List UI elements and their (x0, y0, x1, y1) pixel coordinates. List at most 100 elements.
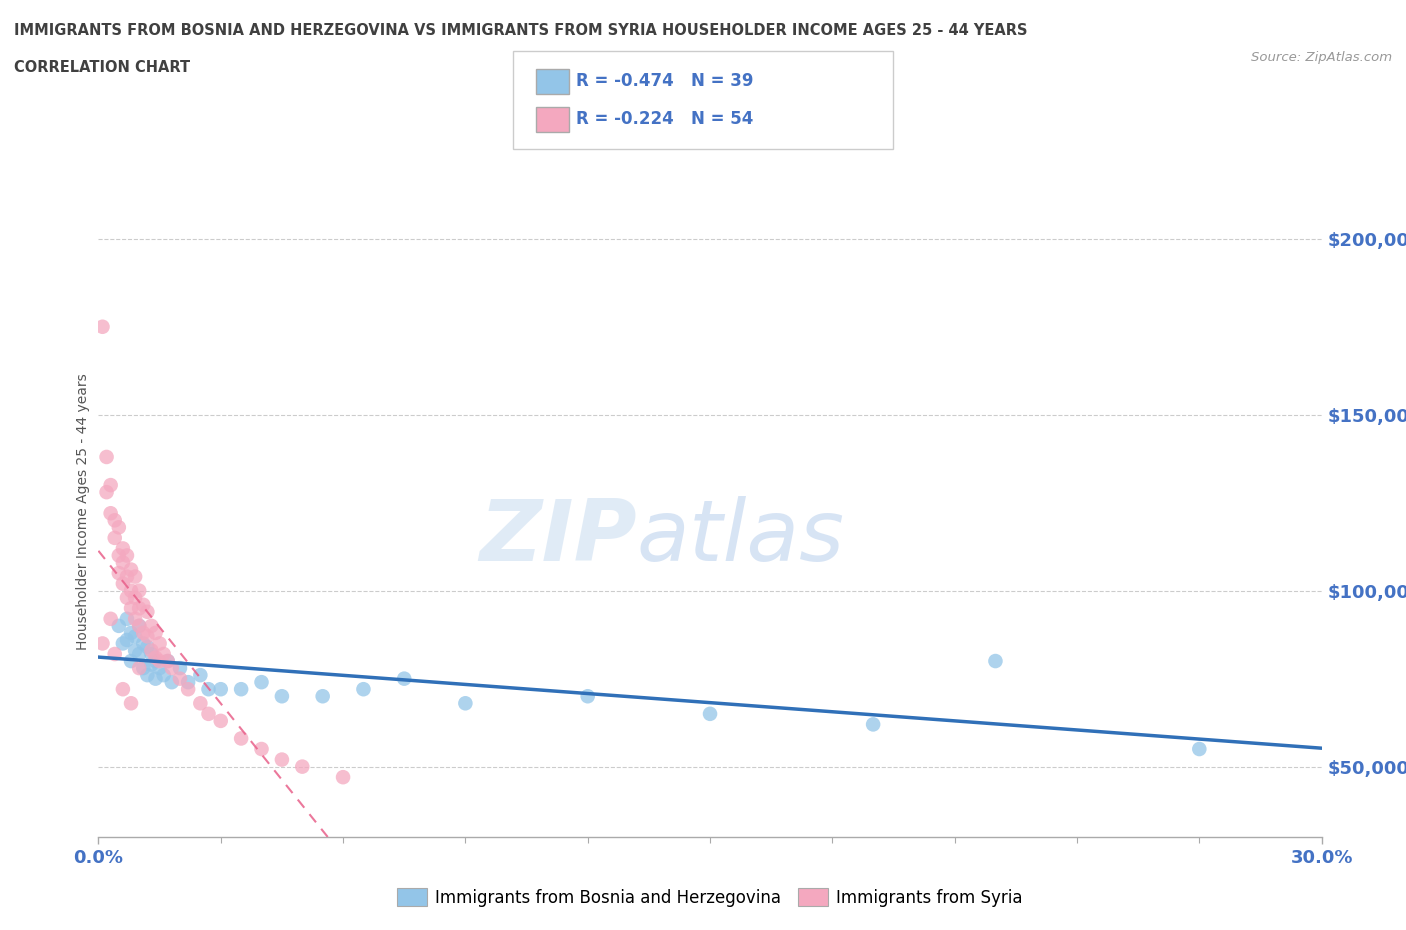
Text: Source: ZipAtlas.com: Source: ZipAtlas.com (1251, 51, 1392, 64)
Point (108, 618, 131, 633)
Point (124, 569, 146, 584)
Point (231, 731, 253, 746)
Point (100, 478, 122, 493)
Point (111, 636, 134, 651)
Point (332, 770, 354, 785)
Point (197, 707, 219, 722)
Point (124, 643, 146, 658)
Point (132, 626, 155, 641)
Point (984, 654, 1007, 669)
Point (177, 682, 200, 697)
Point (392, 671, 416, 686)
Text: R = -0.224   N = 54: R = -0.224 N = 54 (576, 110, 754, 128)
Point (100, 506, 122, 521)
Point (128, 618, 150, 633)
Point (124, 591, 146, 605)
Point (115, 569, 138, 584)
Text: atlas: atlas (637, 496, 845, 579)
Point (120, 626, 142, 641)
Point (115, 548, 138, 563)
Point (96, 485, 118, 499)
Point (115, 611, 138, 626)
Point (128, 583, 150, 598)
Point (250, 675, 273, 690)
Text: CORRELATION CHART: CORRELATION CHART (14, 60, 190, 75)
Point (149, 660, 172, 675)
Point (128, 618, 150, 633)
Point (141, 643, 163, 658)
Point (120, 696, 142, 711)
Point (145, 650, 167, 665)
Text: IMMIGRANTS FROM BOSNIA AND HERZEGOVINA VS IMMIGRANTS FROM SYRIA HOUSEHOLDER INCO: IMMIGRANTS FROM BOSNIA AND HERZEGOVINA V… (14, 23, 1028, 38)
Point (160, 675, 183, 690)
Point (862, 717, 884, 732)
Point (108, 548, 131, 563)
Point (132, 597, 155, 612)
Point (104, 512, 127, 527)
Point (576, 689, 599, 704)
Point (209, 713, 232, 728)
Y-axis label: Householder Income Ages 25 - 44 years: Householder Income Ages 25 - 44 years (76, 373, 90, 650)
Point (136, 640, 159, 655)
Point (188, 696, 212, 711)
Point (120, 562, 142, 577)
Point (108, 565, 131, 580)
Point (209, 682, 232, 697)
Point (145, 654, 167, 669)
Point (100, 611, 122, 626)
Point (160, 660, 183, 675)
Point (111, 555, 134, 570)
Point (169, 671, 191, 686)
Point (120, 601, 142, 616)
Point (132, 636, 155, 651)
Point (115, 632, 138, 647)
Point (111, 541, 134, 556)
Point (104, 646, 127, 661)
Point (169, 660, 191, 675)
Point (141, 618, 163, 633)
Point (141, 646, 163, 661)
Point (352, 682, 374, 697)
Point (91, 636, 114, 651)
Point (91, 319, 114, 334)
Point (111, 682, 134, 697)
Point (270, 689, 292, 704)
Legend: Immigrants from Bosnia and Herzegovina, Immigrants from Syria: Immigrants from Bosnia and Herzegovina, … (391, 882, 1029, 913)
Point (156, 654, 179, 669)
Point (124, 611, 146, 626)
Point (115, 591, 138, 605)
Point (149, 654, 172, 669)
Point (136, 604, 159, 619)
Point (120, 654, 142, 669)
Point (152, 668, 174, 683)
Point (699, 707, 721, 722)
Point (454, 696, 477, 711)
Point (188, 668, 212, 683)
Point (120, 583, 142, 598)
Point (145, 626, 167, 641)
Point (132, 660, 155, 675)
Point (231, 682, 253, 697)
Point (149, 636, 172, 651)
Point (197, 682, 219, 697)
Point (124, 629, 146, 644)
Point (128, 660, 150, 675)
Point (156, 654, 179, 669)
Point (250, 741, 273, 756)
Point (128, 646, 150, 661)
Point (111, 577, 134, 591)
Point (145, 671, 167, 686)
Point (270, 752, 292, 767)
Point (1188, 741, 1211, 756)
Point (136, 668, 159, 683)
Text: R = -0.474   N = 39: R = -0.474 N = 39 (576, 72, 754, 90)
Point (136, 629, 159, 644)
Point (104, 530, 127, 545)
Text: ZIP: ZIP (479, 496, 637, 579)
Point (177, 675, 200, 690)
Point (128, 601, 150, 616)
Point (291, 759, 314, 774)
Point (141, 658, 163, 672)
Point (96, 449, 118, 464)
Point (108, 520, 131, 535)
